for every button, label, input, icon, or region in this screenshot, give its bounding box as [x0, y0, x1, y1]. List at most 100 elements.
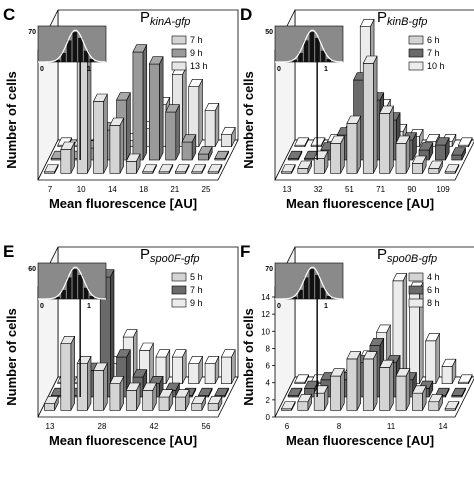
bar-front — [61, 149, 71, 173]
bar — [221, 127, 235, 146]
title-sub: kinB-gfp — [387, 16, 427, 28]
legend-swatch — [172, 286, 186, 294]
bar-front — [412, 163, 422, 173]
bar — [61, 142, 75, 173]
bar-front — [44, 404, 54, 411]
bar — [166, 105, 180, 160]
x-tick-label: 42 — [150, 422, 159, 431]
inset-bar — [310, 32, 315, 62]
inset-x-left-label: 0 — [277, 66, 281, 73]
bar-side — [373, 352, 377, 411]
bar-front — [77, 364, 87, 411]
inset-bar — [78, 275, 83, 299]
inset-bar — [315, 275, 320, 299]
inset-x-left-label: 0 — [40, 303, 44, 310]
bar-front — [61, 344, 71, 411]
x-axis-label: Mean fluorescence [AU] — [286, 433, 434, 448]
bar-front — [435, 145, 445, 160]
legend-swatch — [409, 49, 423, 57]
bar-front — [363, 359, 373, 410]
bar-side — [419, 282, 423, 384]
legend-label: 6 h — [427, 35, 440, 45]
bar-front — [192, 404, 202, 411]
bar — [77, 356, 91, 410]
bar — [110, 376, 124, 410]
inset-box — [38, 263, 106, 299]
bar-side — [436, 333, 440, 383]
bar — [409, 282, 423, 384]
bar-front — [221, 135, 231, 147]
bar-front — [143, 390, 153, 410]
title-main: P — [377, 246, 387, 263]
bar-front — [198, 154, 208, 160]
bar-front — [110, 384, 120, 411]
bar-front — [208, 404, 218, 411]
legend-swatch — [409, 273, 423, 281]
bar — [172, 350, 186, 384]
y-axis-label: Number of cells — [4, 308, 19, 406]
y-tick-label: 4 — [266, 379, 271, 388]
bar-front — [205, 111, 215, 147]
inset-bar — [73, 269, 78, 299]
bar-side — [104, 94, 108, 173]
bar-front — [363, 63, 373, 173]
bar-side — [403, 273, 407, 383]
x-tick-label: 109 — [436, 185, 450, 194]
inset-bar — [304, 277, 309, 299]
y-tick-label: 2 — [266, 396, 271, 405]
inset-y-label: 60 — [28, 266, 36, 273]
legend-label: 9 h — [190, 298, 203, 308]
inset-bar — [304, 40, 309, 62]
legend-swatch — [172, 273, 186, 281]
title-main: P — [377, 9, 387, 26]
x-tick-label: 11 — [387, 422, 396, 431]
bar — [331, 136, 345, 173]
bar — [61, 336, 75, 410]
legend-label: 7 h — [190, 285, 203, 295]
bar-side — [87, 356, 91, 410]
x-tick-label: 25 — [202, 185, 211, 194]
bar — [314, 151, 328, 173]
bar-side — [104, 363, 108, 410]
bar — [126, 383, 140, 410]
legend-swatch — [409, 36, 423, 44]
bar-side — [159, 57, 163, 160]
bar — [347, 116, 361, 173]
bar-side — [176, 105, 180, 160]
inset-bar — [310, 269, 315, 299]
bar-front — [412, 393, 422, 410]
x-tick-label: 28 — [98, 422, 107, 431]
bar — [396, 369, 410, 411]
bar-front — [172, 357, 182, 384]
legend-label: 7 h — [190, 35, 203, 45]
bar — [412, 156, 426, 173]
bar-front — [314, 158, 324, 173]
legend-swatch — [409, 62, 423, 70]
inset-bar — [67, 40, 72, 62]
bar-side — [71, 336, 75, 410]
bar-front — [126, 161, 136, 173]
inset-x-right-label: 1 — [87, 66, 91, 73]
bar-side — [199, 79, 203, 146]
legend-label: 13 h — [190, 61, 208, 71]
bar — [175, 390, 189, 411]
bar-front — [429, 168, 439, 173]
inset-y-label: 50 — [265, 29, 273, 36]
legend-swatch — [172, 62, 186, 70]
legend-swatch — [172, 36, 186, 44]
bar-front — [380, 367, 390, 410]
title-main: P — [140, 9, 150, 26]
inset-box — [275, 26, 343, 62]
inset-bar — [73, 32, 78, 62]
bar-front — [126, 390, 136, 410]
bar — [396, 136, 410, 173]
title-sub: spo0B-gfp — [387, 253, 437, 265]
x-axis-label: Mean fluorescence [AU] — [49, 433, 197, 448]
bar-front — [94, 101, 104, 173]
bar — [221, 350, 235, 384]
y-tick-label: 6 — [266, 362, 271, 371]
bar-side — [357, 116, 361, 173]
bar-side — [143, 45, 147, 160]
title-main: P — [140, 246, 150, 263]
